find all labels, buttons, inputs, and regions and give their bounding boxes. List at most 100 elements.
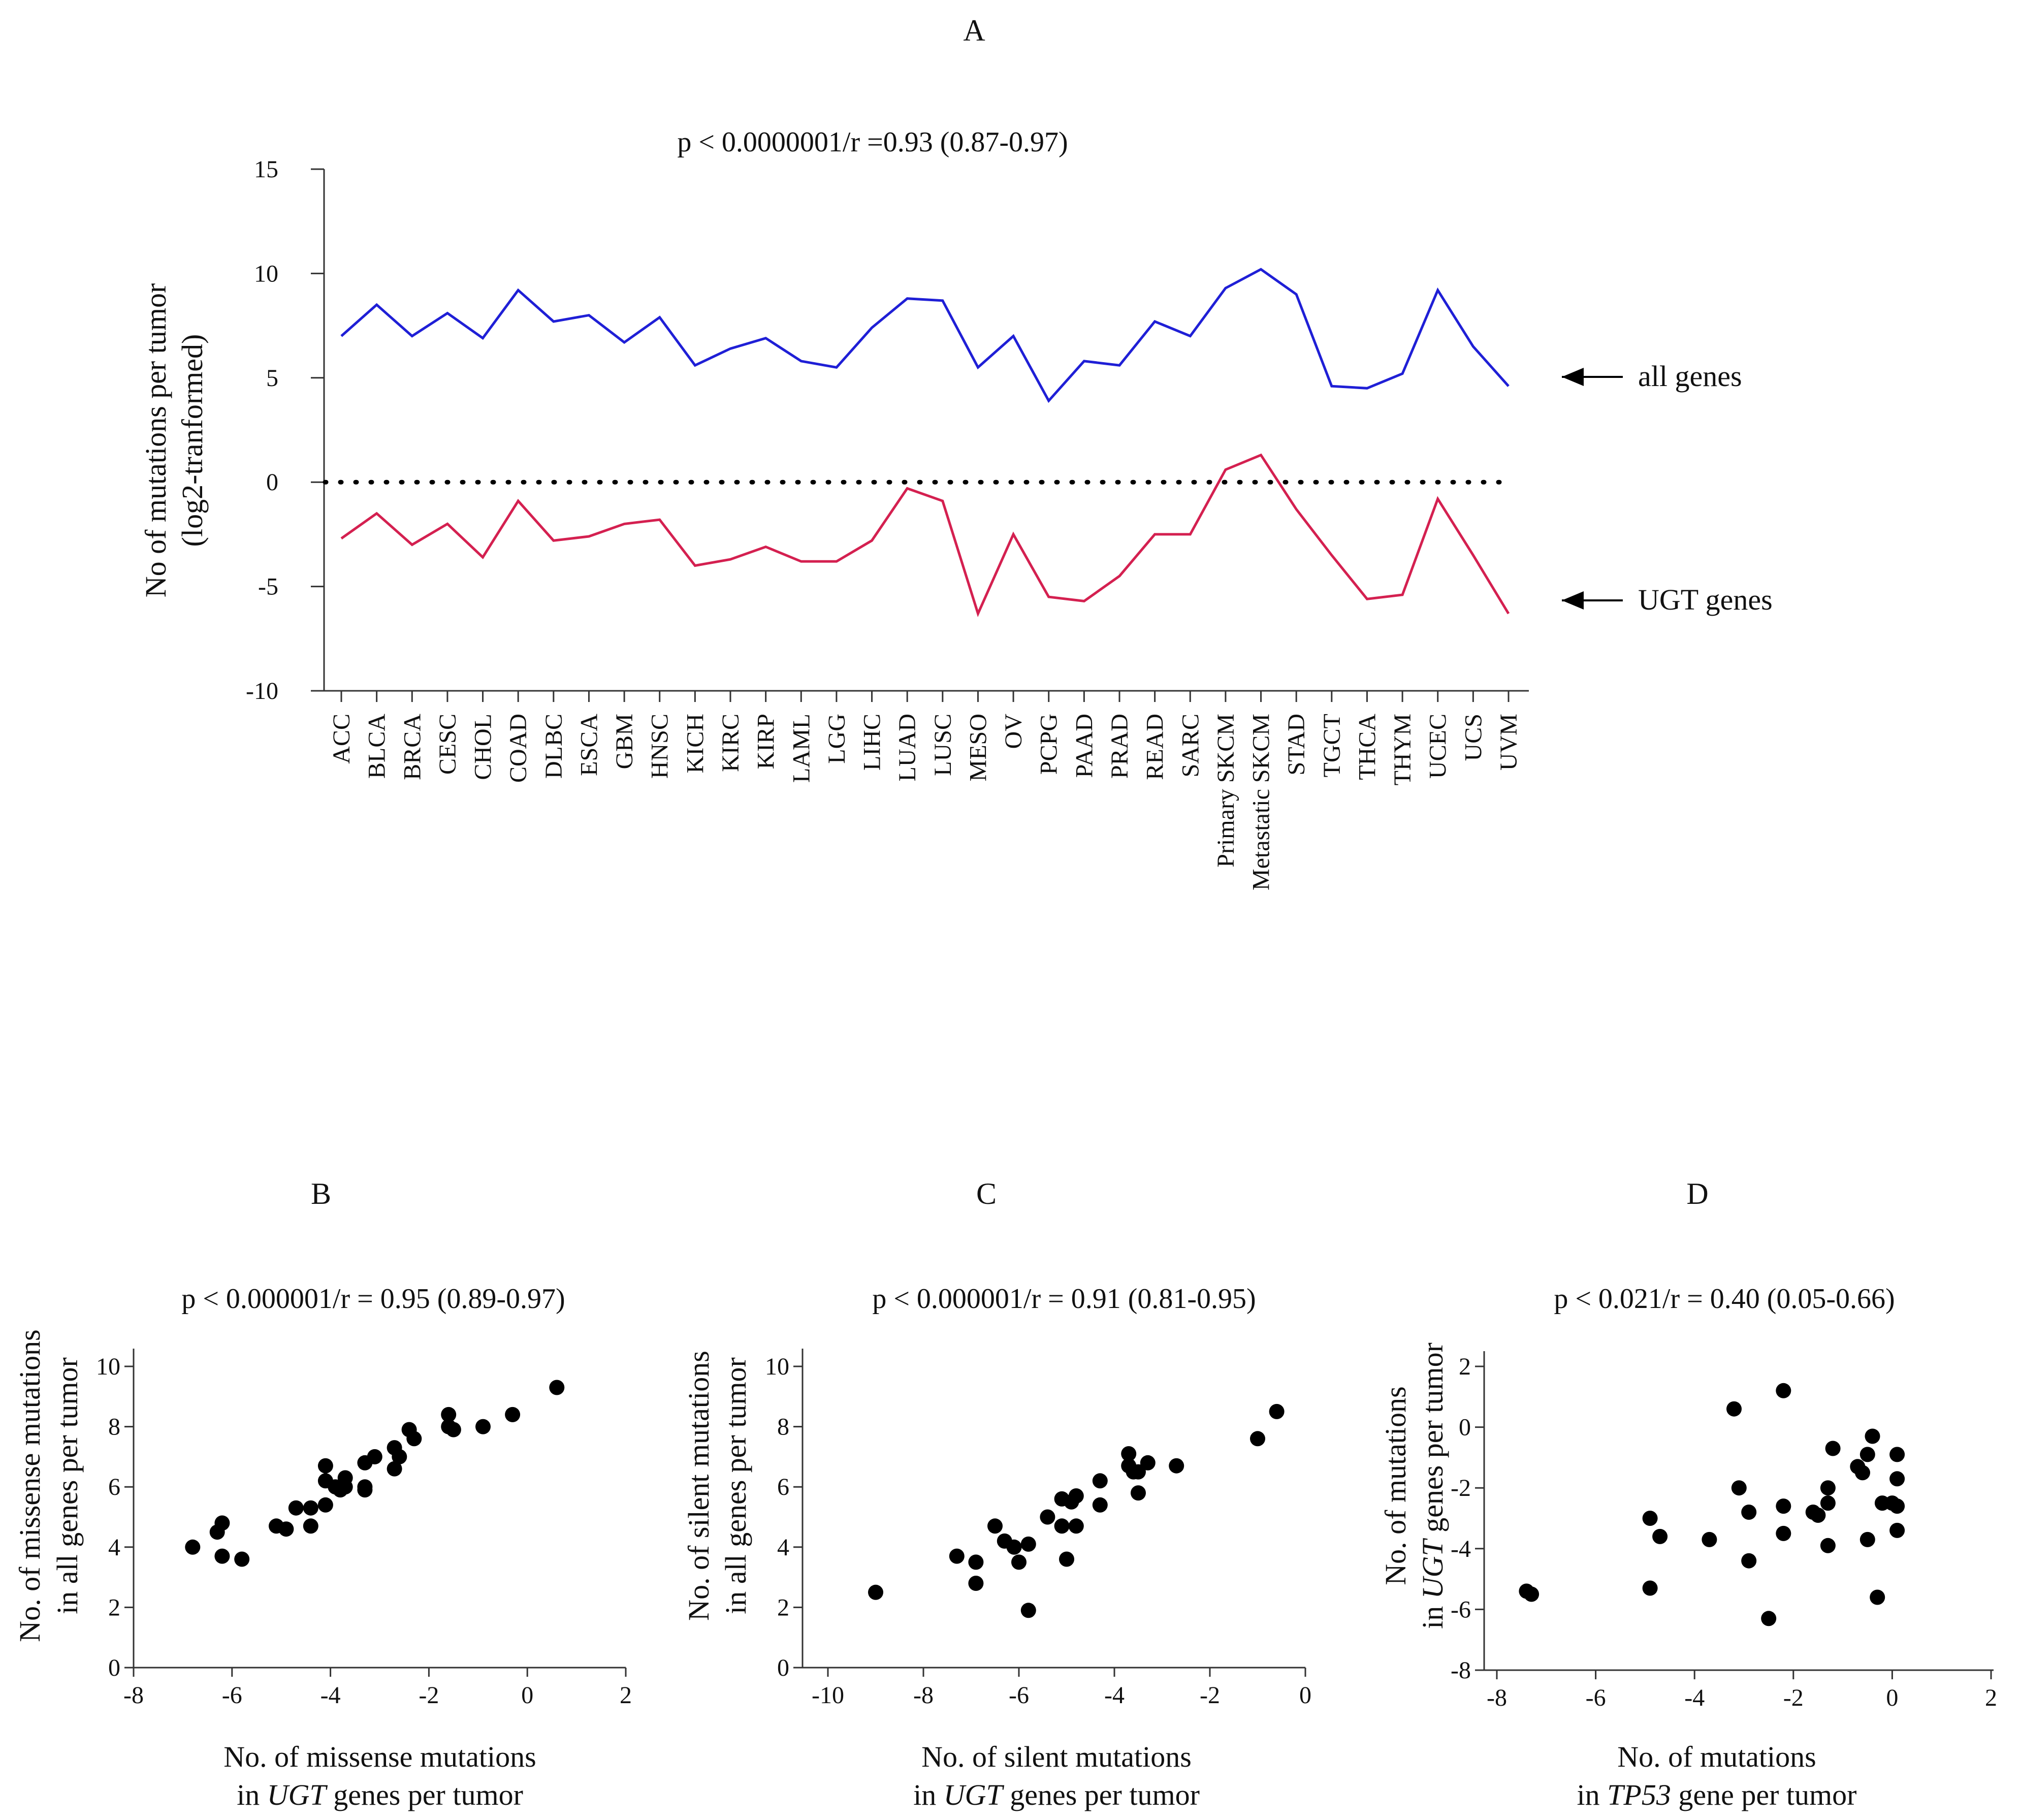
data-point bbox=[367, 1449, 382, 1464]
ylabel-suffix: genes per tumor bbox=[1416, 1343, 1449, 1540]
x-tick-label: 0 bbox=[521, 1682, 533, 1709]
data-point bbox=[1859, 1447, 1875, 1462]
data-point bbox=[185, 1539, 201, 1555]
data-point bbox=[1825, 1441, 1841, 1456]
data-point bbox=[1776, 1383, 1791, 1398]
y-tick-label: 10 bbox=[96, 1353, 120, 1380]
data-point bbox=[1741, 1505, 1757, 1520]
chart-c-title: p < 0.000001/r = 0.91 (0.81-0.95) bbox=[872, 1283, 1256, 1315]
data-point bbox=[1131, 1485, 1146, 1501]
panel-letter-a: A bbox=[963, 14, 985, 47]
data-point bbox=[1054, 1518, 1070, 1534]
data-point bbox=[1865, 1428, 1880, 1444]
xlabel-suffix: genes per tumor bbox=[1003, 1778, 1200, 1811]
y-tick-label: 15 bbox=[254, 156, 278, 183]
x-tick-label-lgg: LGG bbox=[823, 714, 850, 764]
y-tick-label: 5 bbox=[266, 365, 278, 392]
data-point bbox=[505, 1407, 521, 1422]
panel-letter-c: C bbox=[976, 1177, 997, 1210]
data-point bbox=[234, 1551, 250, 1567]
y-tick-label: -10 bbox=[246, 678, 278, 705]
x-tick-label-prad: PRAD bbox=[1106, 714, 1133, 779]
x-tick-label-laml: LAML bbox=[788, 714, 815, 783]
ylabel-gene: UGT bbox=[1416, 1538, 1449, 1599]
x-tick-label: -2 bbox=[1783, 1684, 1804, 1711]
xlabel-gene: UGT bbox=[267, 1778, 328, 1811]
y-tick-label: 10 bbox=[765, 1353, 789, 1380]
data-point bbox=[1889, 1522, 1905, 1538]
data-point bbox=[337, 1479, 353, 1495]
x-tick-label: -10 bbox=[812, 1682, 844, 1709]
data-point bbox=[387, 1461, 402, 1477]
x-tick-label-kich: KICH bbox=[682, 714, 709, 773]
data-point bbox=[1820, 1538, 1836, 1553]
chart-d-title: p < 0.021/r = 0.40 (0.05-0.66) bbox=[1554, 1283, 1895, 1315]
x-tick-label-read: READ bbox=[1142, 714, 1169, 780]
x-tick-label-esca: ESCA bbox=[575, 714, 602, 776]
chart-a-ylabel-line2: (log2-tranformed) bbox=[176, 334, 209, 547]
data-point bbox=[1140, 1455, 1156, 1471]
data-point bbox=[1820, 1480, 1836, 1496]
xlabel-gene: TP53 bbox=[1607, 1778, 1671, 1811]
data-point bbox=[1642, 1511, 1658, 1526]
y-tick-label: 2 bbox=[1459, 1353, 1471, 1380]
chart-c-xlabel-line1: No. of silent mutations bbox=[921, 1740, 1192, 1773]
x-tick-label-metastatic-skcm: Metastatic SKCM bbox=[1248, 714, 1275, 890]
y-tick-label: 0 bbox=[108, 1654, 120, 1681]
x-tick-label: -2 bbox=[419, 1682, 439, 1709]
x-tick-label-pcpg: PCPG bbox=[1036, 714, 1063, 775]
data-point bbox=[445, 1422, 461, 1438]
x-tick-label-ov: OV bbox=[1000, 714, 1027, 749]
panel-letter-b: B bbox=[311, 1177, 331, 1210]
x-tick-label: -6 bbox=[1009, 1682, 1029, 1709]
data-point bbox=[303, 1500, 318, 1516]
y-tick-label: 8 bbox=[777, 1414, 789, 1441]
data-point bbox=[987, 1518, 1003, 1534]
data-point bbox=[1092, 1497, 1108, 1513]
data-point bbox=[1810, 1508, 1826, 1523]
chart-c-ylabel-line2: in all genes per tumor bbox=[719, 1357, 752, 1614]
y-tick-label: 4 bbox=[108, 1534, 120, 1561]
line-chart-a: p < 0.0000001/r =0.93 (0.87-0.97) No of … bbox=[139, 126, 1773, 890]
y-tick-label: -5 bbox=[258, 573, 278, 600]
x-tick-label-lusc: LUSC bbox=[929, 714, 956, 776]
x-tick-label-kirc: KIRC bbox=[717, 714, 744, 772]
data-point bbox=[1652, 1528, 1668, 1544]
scatter-chart-d: p < 0.021/r = 0.40 (0.05-0.66) No. of mu… bbox=[1379, 1283, 1997, 1811]
x-tick-label-lihc: LIHC bbox=[859, 714, 886, 771]
xlabel-prefix: in bbox=[913, 1778, 944, 1811]
chart-d-xlabel-line2: in TP53 gene per tumor bbox=[1577, 1778, 1857, 1811]
x-tick-label-thca: THCA bbox=[1354, 714, 1381, 780]
data-point bbox=[949, 1548, 965, 1564]
chart-b-xlabel-line1: No. of missense mutations bbox=[223, 1740, 536, 1773]
scatter-chart-c: p < 0.000001/r = 0.91 (0.81-0.95) No. of… bbox=[682, 1283, 1311, 1811]
x-tick-label-coad: COAD bbox=[505, 714, 532, 783]
chart-b-ylabel-line2: in all genes per tumor bbox=[51, 1357, 84, 1614]
x-tick-label: -2 bbox=[1200, 1682, 1220, 1709]
y-tick-label: -6 bbox=[1451, 1596, 1471, 1623]
x-tick-label-paad: PAAD bbox=[1071, 714, 1098, 778]
chart-c-xlabel-line2: in UGT genes per tumor bbox=[913, 1778, 1200, 1811]
x-tick-label-primary-skcm: Primary SKCM bbox=[1212, 714, 1239, 868]
chart-c-y-ticks: 0 2 4 6 8 10 bbox=[765, 1353, 803, 1681]
data-point bbox=[868, 1584, 883, 1600]
xlabel-prefix: in bbox=[237, 1778, 267, 1811]
x-tick-label-luad: LUAD bbox=[894, 714, 921, 781]
x-tick-label-meso: MESO bbox=[965, 714, 991, 781]
data-point bbox=[1020, 1603, 1036, 1618]
y-tick-label: 6 bbox=[777, 1474, 789, 1500]
data-point bbox=[1068, 1518, 1084, 1534]
x-tick-label-hnsc: HNSC bbox=[647, 714, 674, 779]
x-tick-label: -8 bbox=[123, 1682, 144, 1709]
x-tick-label: 0 bbox=[1299, 1682, 1311, 1709]
data-point bbox=[1731, 1480, 1747, 1496]
x-tick-label-cesc: CESC bbox=[434, 714, 461, 775]
chart-b-title: p < 0.000001/r = 0.95 (0.89-0.97) bbox=[181, 1283, 565, 1315]
data-point bbox=[1068, 1488, 1084, 1504]
data-point bbox=[1870, 1589, 1885, 1605]
chart-c-points bbox=[868, 1403, 1285, 1618]
arrowhead-icon bbox=[1562, 591, 1584, 610]
data-point bbox=[549, 1380, 565, 1395]
data-point bbox=[317, 1497, 333, 1513]
data-point bbox=[1524, 1586, 1540, 1602]
